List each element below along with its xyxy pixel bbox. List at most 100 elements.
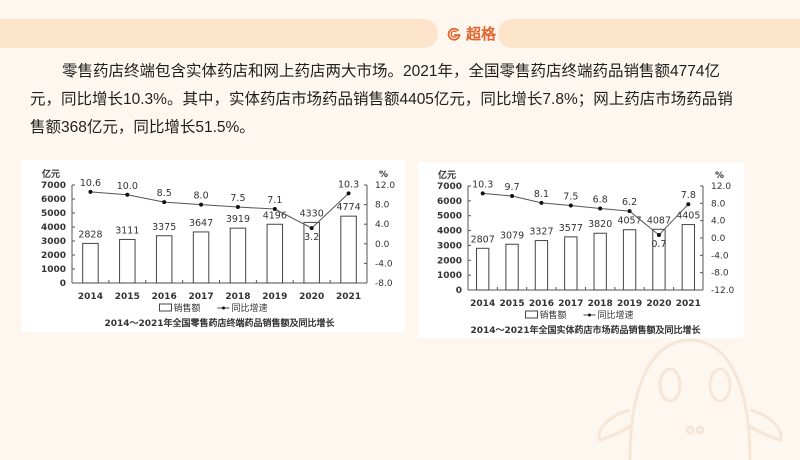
svg-text:2018: 2018: [225, 292, 250, 302]
svg-text:3000: 3000: [41, 237, 66, 247]
svg-text:4405: 4405: [676, 211, 700, 222]
svg-text:2828: 2828: [78, 229, 102, 240]
svg-text:2017: 2017: [558, 299, 583, 309]
svg-text:3647: 3647: [189, 218, 213, 229]
svg-text:3.2: 3.2: [304, 232, 319, 243]
y-axis-right-label: %: [715, 171, 724, 181]
growth-line: [90, 191, 349, 229]
svg-text:9.7: 9.7: [505, 182, 520, 193]
svg-text:4774: 4774: [336, 202, 360, 213]
svg-text:3327: 3327: [529, 227, 553, 238]
svg-text:10.0: 10.0: [117, 181, 138, 192]
svg-text:-8.0: -8.0: [711, 269, 729, 279]
chart-retail-terminal: 亿元 0 1000 2000 3000 4000 5000 6000 7000% -8.0 -4.0…: [22, 160, 405, 332]
bar: [564, 236, 578, 291]
y-axis-left-label: 亿元: [42, 168, 60, 180]
svg-text:4330: 4330: [300, 208, 324, 219]
svg-text:8.0: 8.0: [375, 201, 390, 211]
chart-svg: 亿元 0 1000 2000 3000 4000 5000 6000 7000% -12.0 -8.…: [437, 169, 735, 336]
svg-text:3111: 3111: [115, 225, 139, 236]
svg-text:2015: 2015: [500, 299, 525, 309]
svg-text:12.0: 12.0: [375, 181, 395, 191]
svg-text:-4.0: -4.0: [375, 259, 393, 269]
svg-text:2000: 2000: [41, 251, 66, 261]
svg-text:6.8: 6.8: [593, 195, 608, 206]
y-axis-left-label: 亿元: [438, 169, 456, 181]
svg-text:3919: 3919: [226, 214, 250, 225]
svg-text:2021: 2021: [676, 299, 701, 309]
svg-text:4196: 4196: [263, 210, 287, 221]
svg-text:3577: 3577: [559, 223, 583, 234]
bar: [155, 235, 173, 284]
svg-text:0: 0: [456, 286, 462, 296]
svg-text:4057: 4057: [617, 216, 641, 227]
svg-text:2017: 2017: [189, 292, 214, 302]
svg-text:4000: 4000: [437, 227, 462, 237]
svg-text:4.0: 4.0: [375, 220, 390, 230]
growth-line: [482, 192, 689, 236]
svg-text:同比增速: 同比增速: [232, 302, 268, 314]
bar: [622, 229, 637, 291]
mascot-watermark: [597, 338, 783, 460]
bar: [340, 215, 357, 284]
svg-text:-8.0: -8.0: [375, 279, 393, 289]
svg-text:3000: 3000: [437, 241, 462, 251]
svg-text:2000: 2000: [437, 256, 462, 266]
svg-text:0.7: 0.7: [651, 239, 666, 250]
intro-paragraph: 零售药店终端包含实体药店和网上药店两大市场。2021年，全国零售药店终端药品销售…: [30, 63, 733, 136]
bar: [681, 224, 695, 291]
svg-text:7000: 7000: [41, 181, 66, 191]
svg-text:4087: 4087: [647, 215, 671, 226]
svg-text:0.0: 0.0: [375, 240, 390, 250]
svg-text:8.0: 8.0: [194, 191, 209, 202]
svg-text:7000: 7000: [437, 182, 462, 192]
chart-physical-stores: 亿元 0 1000 2000 3000 4000 5000 6000 7000% -12.0 -8.…: [418, 162, 744, 338]
svg-text:8.5: 8.5: [157, 188, 172, 199]
bar: [652, 228, 666, 291]
chart-title: 2014～2021年全国实体药店市场药品销售额及同比增长: [470, 324, 701, 336]
svg-text:1000: 1000: [41, 265, 66, 275]
svg-text:12.0: 12.0: [711, 182, 731, 192]
svg-text:7.1: 7.1: [267, 195, 282, 206]
svg-text:6.2: 6.2: [622, 197, 637, 208]
svg-text:2019: 2019: [617, 299, 642, 309]
svg-text:6000: 6000: [437, 197, 462, 207]
svg-text:同比增速: 同比增速: [598, 309, 634, 321]
brand-logo: 超格: [447, 19, 496, 48]
svg-text:2014: 2014: [78, 292, 103, 302]
svg-text:2020: 2020: [646, 299, 671, 309]
svg-text:2018: 2018: [588, 299, 613, 309]
svg-text:-4.0: -4.0: [711, 251, 729, 261]
bar: [505, 243, 519, 291]
svg-text:10.3: 10.3: [338, 179, 359, 190]
svg-text:8.1: 8.1: [534, 189, 549, 200]
svg-text:6000: 6000: [41, 195, 66, 205]
bar: [229, 227, 247, 284]
svg-text:3375: 3375: [152, 222, 176, 233]
chart-title: 2014～2021年全国零售药店终端药品销售额及同比增长: [104, 317, 335, 329]
svg-text:4.0: 4.0: [711, 217, 726, 227]
svg-text:7.8: 7.8: [681, 190, 696, 201]
svg-text:1000: 1000: [437, 271, 462, 281]
brand-g-icon: [447, 27, 461, 41]
svg-text:2015: 2015: [115, 292, 140, 302]
bar: [192, 231, 210, 284]
bar: [593, 232, 607, 291]
svg-text:3079: 3079: [500, 230, 524, 241]
svg-text:4000: 4000: [41, 223, 66, 233]
svg-text:销售额: 销售额: [174, 302, 201, 314]
svg-text:0.0: 0.0: [711, 234, 726, 244]
svg-text:2019: 2019: [262, 292, 287, 302]
bar: [119, 238, 136, 284]
bar: [476, 247, 490, 291]
header-bar-right: [498, 19, 800, 48]
svg-text:7.5: 7.5: [230, 193, 245, 204]
header-bar: [0, 19, 438, 48]
svg-text:2021: 2021: [336, 292, 361, 302]
svg-text:0: 0: [60, 279, 66, 289]
bar: [303, 221, 320, 284]
svg-text:销售额: 销售额: [540, 309, 567, 321]
svg-text:7.5: 7.5: [563, 192, 578, 203]
bar: [82, 242, 99, 284]
svg-text:10.6: 10.6: [80, 178, 101, 189]
